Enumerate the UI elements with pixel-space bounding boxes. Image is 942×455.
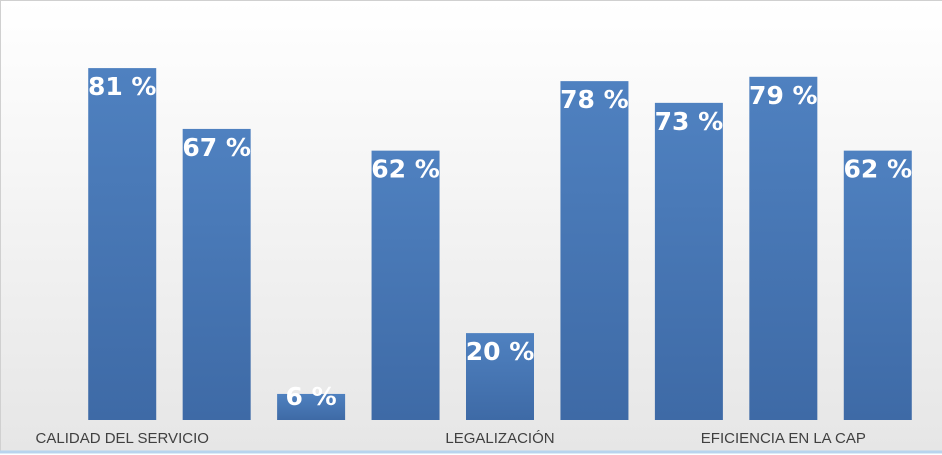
- data-label: 62 %: [371, 155, 440, 184]
- data-label: 20 %: [466, 337, 535, 366]
- bar: [749, 76, 818, 421]
- bar: [182, 128, 251, 420]
- data-label: 81 %: [88, 72, 157, 101]
- data-label: 62 %: [844, 155, 913, 184]
- data-label: 79 %: [749, 81, 818, 110]
- bar: [843, 150, 912, 420]
- bar: [371, 150, 440, 420]
- data-label: 78 %: [560, 85, 629, 114]
- bar: [466, 333, 534, 420]
- x-tick-label: EFICIENCIA EN LA CAP: [701, 430, 866, 447]
- bar: [277, 393, 346, 420]
- x-tick-label: CALIDAD DEL SERVICIO: [36, 430, 209, 447]
- data-label: 6 %: [286, 382, 337, 411]
- bar: [654, 102, 723, 420]
- x-tick-label: LEGALIZACIÓN: [445, 430, 554, 447]
- data-label: 67 %: [182, 133, 251, 162]
- data-label: 73 %: [655, 107, 724, 136]
- bar: [560, 81, 629, 420]
- bar: [88, 68, 157, 420]
